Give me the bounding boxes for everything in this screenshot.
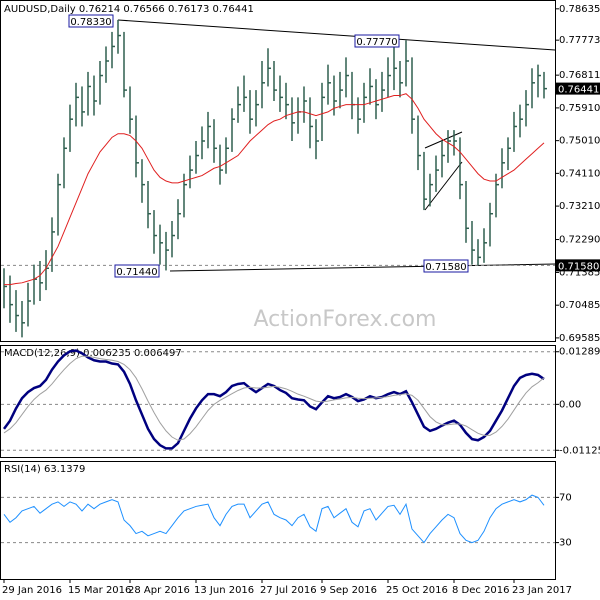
rsi-panel [0,461,556,580]
y-tick-label: 0.73210 [559,201,600,212]
watermark: ActionForex.com [254,307,437,332]
annotation-box [68,14,114,28]
price-panel [0,0,556,342]
y-tick-label: 0.012894 [559,347,600,358]
x-tick-label: 27 Jul 2016 [260,585,317,596]
x-tick-label: 15 Mar 2016 [68,585,131,596]
y-tick-label: 0.00 [559,399,581,410]
price-label: 0.71580 [558,261,599,272]
chart-title: AUDUSD,Daily 0.76214 0.76566 0.76173 0.7… [4,4,254,15]
rsi-title: RSI(14) 63.1379 [4,464,85,475]
annotation-box [354,34,400,48]
indicator-line [3,355,545,441]
annotation-box [423,259,469,273]
price-label-box [556,82,600,95]
x-tick-label: 8 Dec 2016 [452,585,510,596]
trend-line [117,19,556,51]
y-tick-label: 0.78635 [559,4,600,15]
x-tick-label: 9 Sep 2016 [320,585,377,596]
annotation: 0.71440 [116,267,157,278]
y-tick-label: 0.72290 [559,235,600,246]
x-tick-label: 23 Jan 2017 [512,585,572,596]
triangle-line [424,161,463,211]
y-tick-label: 0.75010 [559,136,600,147]
y-tick-label: 30 [559,538,572,549]
annotation: 0.77770 [356,37,397,48]
price-label-box [556,259,600,272]
y-tick-label: 0.71385 [559,267,600,278]
y-tick-label: 0.74110 [559,168,600,179]
y-tick-label: 0.76811 [559,70,600,81]
moving-average [4,93,545,286]
annotation: 0.78330 [70,17,111,28]
y-tick-label: 0.77773 [559,35,600,46]
annotation: 0.71580 [425,262,466,273]
price-label: 0.76441 [558,85,599,96]
x-tick-label: 28 Apr 2016 [128,585,190,596]
y-tick-label: 0.69585 [559,333,600,344]
indicator-line [3,494,545,544]
x-tick-label: 25 Oct 2016 [386,585,448,596]
x-tick-label: 13 Jun 2016 [194,585,254,596]
y-tick-label: -0.011253 [559,445,600,456]
y-tick-label: 0.75910 [559,103,600,114]
macd-panel [0,345,556,458]
x-tick-label: 29 Jan 2016 [2,585,62,596]
y-tick-label: 70 [559,492,572,503]
annotation-box [114,264,160,278]
macd-title: MACD(12,26,9) 0.006235 0.006497 [4,348,182,359]
trend-line [169,263,556,272]
y-tick-label: 0.70485 [559,300,600,311]
